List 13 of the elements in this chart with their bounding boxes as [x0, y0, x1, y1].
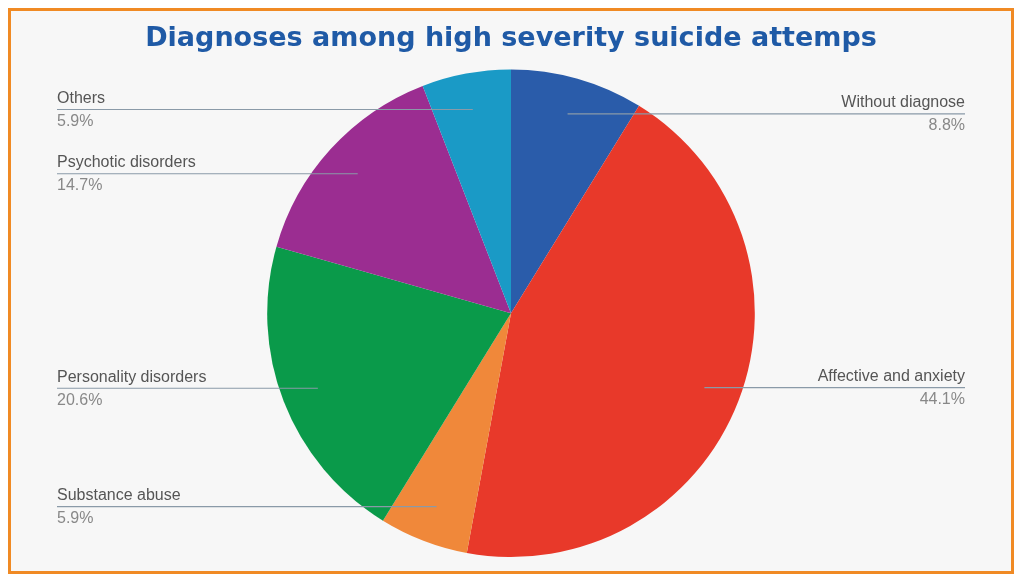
data-label: 5.9% — [57, 508, 94, 526]
slice-label: Psychotic disorders — [57, 153, 196, 171]
data-label: 44.1% — [919, 390, 965, 408]
slice-label: Affective and anxiety — [817, 367, 965, 385]
chart-title: Diagnoses among high severity suicide attemps — [145, 21, 877, 53]
data-label: 5.9% — [57, 111, 94, 129]
data-label: 20.6% — [57, 390, 103, 408]
data-label: 8.8% — [928, 116, 965, 134]
slice-label: Substance abuse — [57, 485, 181, 503]
slice-label: Personality disorders — [57, 367, 207, 385]
slice-label: Without diagnose — [841, 93, 966, 111]
slice-label: Others — [57, 88, 106, 106]
data-label: 14.7% — [57, 176, 103, 194]
